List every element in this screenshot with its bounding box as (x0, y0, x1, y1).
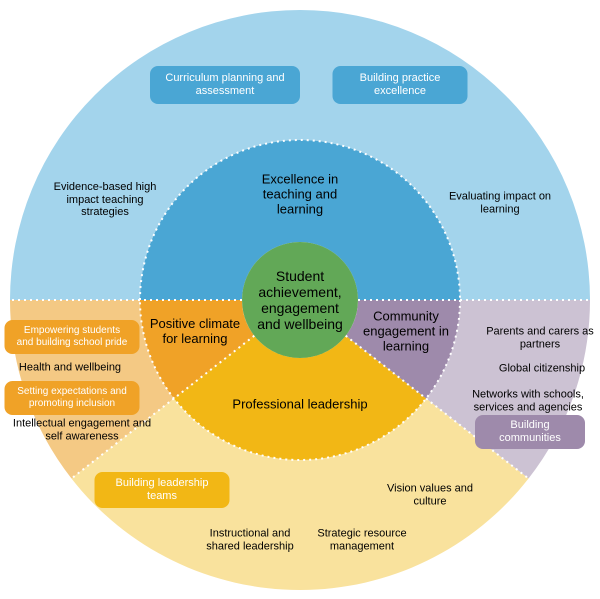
inner-label-top: Excellence in teaching and learning (245, 173, 355, 218)
badge-curriculum: Curriculum planning and assessment (150, 66, 300, 104)
center-label: Student achievement, engagement and well… (248, 268, 352, 332)
inner-label-left: Positive climate for learning (145, 317, 245, 347)
outer-text-parents: Parents and carers as partners (480, 325, 600, 350)
inner-label-right: Community engagement in learning (351, 310, 461, 355)
inner-label-bottom: Professional leadership (230, 398, 370, 413)
outer-text-networks: Networks with schools, services and agen… (458, 388, 598, 413)
badge-practice: Building practice excellence (333, 66, 468, 104)
outer-text-intell: Intellectual engagement and self awarene… (7, 417, 157, 442)
badge-leadteams: Building leadership teams (95, 472, 230, 508)
outer-text-evaluate: Evaluating impact on learning (440, 190, 560, 215)
diagram-stage: Student achievement, engagement and well… (0, 0, 600, 599)
outer-text-strategic: Strategic resource management (312, 527, 412, 552)
outer-text-global: Global citizenship (482, 363, 600, 376)
outer-text-health: Health and wellbeing (5, 362, 135, 375)
outer-text-vision: Vision values and culture (385, 482, 475, 507)
badge-buildcomm: Building communities (475, 415, 585, 449)
outer-text-instruct: Instructional and shared leadership (200, 527, 300, 552)
badge-empower: Empowering students and building school … (5, 320, 140, 354)
badge-expect: Setting expectations and promoting inclu… (5, 381, 140, 415)
outer-text-evidence: Evidence-based high impact teaching stra… (45, 181, 165, 219)
